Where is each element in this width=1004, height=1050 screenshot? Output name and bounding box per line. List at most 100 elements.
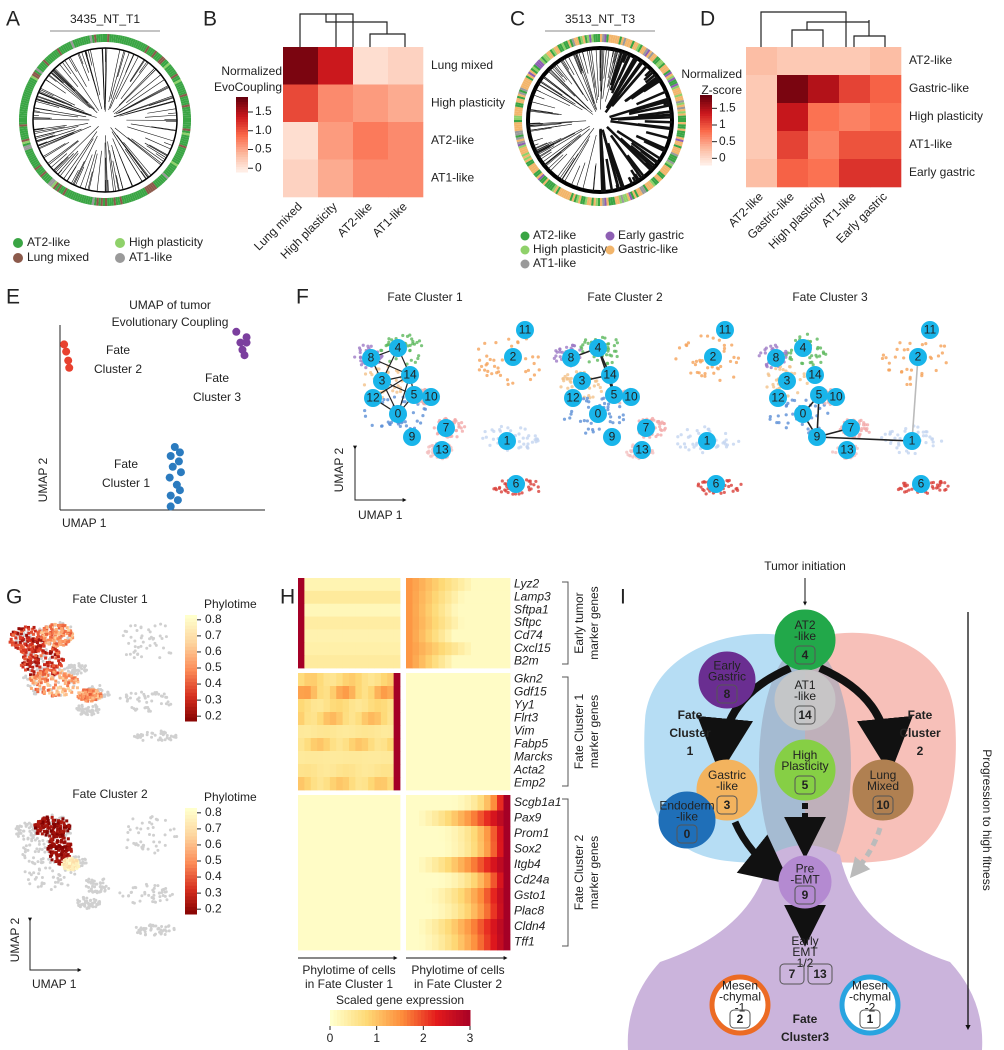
heatmap-cell [374,673,382,687]
cluster-node-label: 3 [784,374,791,388]
heatmap-cell [298,725,305,739]
ring-segment [133,192,138,201]
legend-swatch [520,231,530,241]
ring-segment [157,56,165,64]
cell-dot [558,347,562,352]
ring-segment [631,190,637,199]
gene-label: Emp2 [514,776,546,790]
cell-dot [77,704,81,708]
colorbar-step [700,162,712,166]
cell-dot [611,421,615,425]
cell-dot [903,484,908,488]
cell-dot [432,426,436,430]
heatmap-cell [355,655,363,669]
ring-segment [671,149,680,155]
cell-dot [358,355,363,359]
cell-dot [500,358,504,362]
heatmap-cell [374,725,382,739]
cell-dot [47,642,51,646]
colorbar-step [700,134,712,138]
tree-branch [108,52,130,111]
cell-dot [485,362,489,366]
heatmap-cell [777,159,809,188]
heatmap-cell [438,857,446,873]
cell-dot [597,427,601,431]
ring-segment [529,69,537,76]
cell-dot [507,337,511,341]
cluster-node-label: 3 [379,374,386,388]
heatmap-cell [298,686,305,700]
legend-swatch [115,253,125,263]
heatmap-cell [438,826,446,842]
heatmap-cell [336,738,344,752]
cell-dot [492,364,497,368]
cell-dot [824,352,828,356]
cell-dot [43,850,47,854]
heatmap-cell [298,872,305,889]
tree-branch [559,59,584,95]
heatmap-cell [317,590,324,605]
heatmap-cell [419,841,426,858]
ring-segment [514,115,523,118]
cell-dot [935,483,940,487]
cell-dot [34,876,38,880]
cell-dot [33,826,37,830]
cell-dot [29,678,33,682]
ring-segment [514,111,523,114]
cell-dot [387,337,391,341]
ring-segment [637,44,643,53]
tree-branch [77,53,90,82]
cell-dot [715,366,720,370]
heatmap-cell [393,764,401,778]
cell-dot [695,429,699,433]
heatmap-cell [329,673,337,687]
cell-dot [87,885,91,889]
cell-dot [904,489,909,494]
tree-branch [53,161,63,171]
heatmap-cell [451,725,459,739]
heatmap-cell [304,777,312,791]
heatmap-cell [484,795,491,811]
cell-dot [389,420,394,424]
cell-dot [789,351,793,355]
cell-dot [62,673,66,677]
heatmap-cell [342,751,350,765]
ring-segment [673,91,682,96]
cluster-node [698,432,716,450]
cell-dot [31,650,35,654]
heatmap-cell [361,712,369,726]
ring-segment [125,36,130,46]
ring-segment [531,167,540,175]
heatmap-cell [464,699,472,713]
ring-segment [533,64,541,71]
ring-segment [647,51,655,60]
heatmap-cell [393,712,401,726]
ring-segment [123,195,128,204]
heatmap-cell [329,629,337,643]
cell-dot [62,643,66,647]
heatmap-cell [477,578,485,592]
cluster-node [912,475,930,493]
ring-segment [575,36,580,46]
cell-dot [587,360,591,364]
heatmap-cell [406,655,413,669]
cell-dot [698,358,702,363]
cell-dot [75,672,79,676]
legend-swatch [520,245,530,255]
gene-label: Flrt3 [514,711,538,725]
cell-dot [34,654,38,658]
ring-segment [147,184,154,193]
ring-segment [678,120,686,123]
heatmap-cell [368,590,375,605]
ring-segment [158,57,166,65]
cell-dot [724,445,729,449]
cell-dot [39,654,43,658]
heatmap-cell [349,590,356,605]
ring-segment [519,148,528,153]
ring-segment [579,195,584,205]
panel-title: Fate Cluster 1 [387,290,463,304]
heatmap-cell [445,642,452,656]
ring-segment [677,122,686,125]
cell-dot [27,627,31,631]
colorbar-step [236,162,248,165]
